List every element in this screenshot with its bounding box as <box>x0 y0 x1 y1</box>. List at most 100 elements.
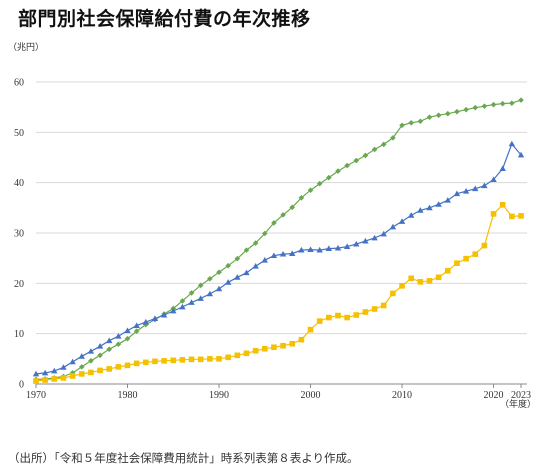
data-point <box>289 204 296 211</box>
data-point <box>32 370 40 377</box>
data-point <box>289 250 296 257</box>
y-tick-label: 40 <box>14 178 24 189</box>
data-point <box>435 201 442 207</box>
data-point <box>408 119 414 126</box>
data-point <box>197 282 204 289</box>
data-point <box>51 367 58 374</box>
data-point <box>78 353 85 359</box>
data-point <box>234 352 241 359</box>
data-point <box>115 332 122 339</box>
data-point <box>509 213 515 220</box>
x-tick-label: 2000 <box>301 390 321 401</box>
data-point <box>106 366 113 372</box>
data-point <box>343 243 351 249</box>
data-point <box>115 341 122 348</box>
data-point <box>380 141 387 148</box>
data-point <box>270 252 278 259</box>
data-point <box>316 180 323 187</box>
data-point <box>407 212 415 218</box>
data-point <box>426 278 433 284</box>
data-point <box>216 356 222 362</box>
data-point <box>490 176 497 183</box>
x-axis-unit: （年度） <box>500 400 537 410</box>
data-point <box>33 378 39 384</box>
data-point <box>271 344 277 351</box>
data-point <box>207 276 213 282</box>
data-point <box>60 375 67 381</box>
data-point <box>289 340 296 347</box>
data-point <box>106 346 113 353</box>
data-point <box>97 352 103 359</box>
data-point <box>142 318 150 325</box>
data-point <box>499 202 506 208</box>
data-point <box>472 251 479 257</box>
data-point <box>215 285 223 292</box>
data-point <box>362 309 369 315</box>
data-point <box>280 342 286 349</box>
data-point <box>252 240 259 246</box>
data-point <box>298 194 305 201</box>
data-point <box>426 204 433 211</box>
x-tick-label: 2023 <box>511 390 531 401</box>
series-line-2 <box>35 203 522 382</box>
data-point <box>444 197 451 203</box>
x-tick-label: 2010 <box>392 390 412 401</box>
data-point <box>133 360 140 367</box>
data-point <box>444 267 451 274</box>
data-point <box>389 223 397 230</box>
y-tick-label: 0 <box>19 380 24 391</box>
data-point <box>106 337 113 344</box>
data-point <box>188 299 195 305</box>
data-point <box>380 230 387 237</box>
data-point <box>490 101 497 108</box>
data-point <box>252 263 259 269</box>
data-point <box>362 152 369 159</box>
data-point <box>517 151 525 158</box>
data-point <box>344 314 350 321</box>
data-point <box>42 377 48 383</box>
data-point <box>115 364 122 370</box>
data-point <box>481 103 488 109</box>
data-point <box>481 242 488 249</box>
data-point <box>472 104 479 111</box>
data-point <box>161 358 167 364</box>
y-tick-label: 50 <box>14 128 24 139</box>
data-point <box>143 359 149 366</box>
source-note: （出所）「令和５年度社会保障費用統計」時系列表第８表より作成。 <box>8 451 359 465</box>
data-point <box>435 112 442 119</box>
data-point <box>307 187 314 194</box>
data-point <box>316 318 323 324</box>
data-point <box>353 240 360 247</box>
data-point <box>454 260 460 266</box>
y-tick-label: 30 <box>14 229 24 240</box>
data-point <box>78 364 85 370</box>
data-point <box>243 269 250 276</box>
data-point <box>298 246 305 253</box>
data-point <box>325 245 333 252</box>
data-point <box>326 314 332 321</box>
data-point <box>499 165 506 171</box>
series-line-0 <box>35 99 522 381</box>
data-point <box>399 122 405 129</box>
data-point <box>41 369 49 376</box>
data-point <box>334 244 342 251</box>
data-point <box>69 358 76 365</box>
data-point <box>69 373 76 379</box>
data-point <box>453 190 461 197</box>
data-point <box>197 295 204 301</box>
x-tick-label: 2020 <box>484 390 504 401</box>
data-point <box>243 350 250 357</box>
data-point <box>279 250 287 257</box>
data-point <box>170 307 177 314</box>
data-point <box>344 162 350 169</box>
data-point <box>371 306 378 312</box>
data-point <box>179 298 186 304</box>
data-point <box>88 358 94 364</box>
data-point <box>97 367 103 374</box>
data-point <box>371 146 378 153</box>
data-point <box>417 279 424 285</box>
data-point <box>499 100 506 107</box>
data-point <box>51 376 58 382</box>
data-point <box>124 327 131 334</box>
